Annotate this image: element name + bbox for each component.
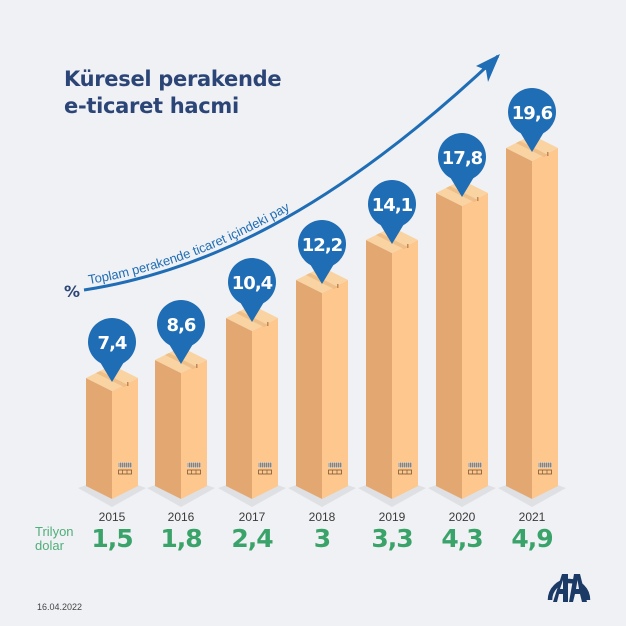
unit-line-2: dolar (35, 538, 64, 553)
year-label: 2016 (167, 510, 195, 524)
value-pin-2019: 14,1 (368, 180, 416, 244)
percent-symbol: % (64, 282, 80, 301)
bar-box-2020 (428, 180, 496, 507)
pin-value: 8,6 (167, 315, 196, 336)
year-label: 2017 (238, 510, 266, 524)
pin-value: 17,8 (442, 148, 483, 169)
year-label: 2019 (378, 510, 406, 524)
volume-value: 2,4 (231, 524, 273, 553)
bar-box-2019 (358, 227, 426, 507)
pin-value: 19,6 (512, 103, 553, 124)
bar-box-2015 (78, 365, 146, 507)
bar-box-2017 (218, 305, 286, 507)
bar-box-2018 (288, 267, 356, 507)
unit-line-1: Trilyon (35, 524, 74, 539)
year-label: 2018 (308, 510, 336, 524)
date-label: 16.04.2022 (37, 602, 83, 612)
volume-value: 1,5 (91, 524, 133, 553)
pin-value: 12,2 (302, 235, 342, 256)
pin-value: 14,1 (372, 195, 413, 216)
year-label: 2015 (98, 510, 126, 524)
volume-value: 1,8 (160, 524, 202, 553)
pin-value: 7,4 (98, 333, 127, 354)
growth-curve: Toplam perakende ticaret içindeki pay % (64, 54, 500, 301)
bar-boxes (78, 135, 566, 507)
value-pin-2015: 7,4 (88, 318, 136, 382)
title-line-1: Küresel perakende (64, 67, 282, 91)
pin-value: 10,4 (232, 273, 273, 294)
value-pin-2021: 19,6 (508, 88, 556, 152)
value-pin-2016: 8,6 (157, 300, 205, 364)
aa-logo-icon (547, 574, 591, 602)
volume-value: 4,9 (511, 524, 553, 553)
volume-value: 3 (313, 524, 331, 553)
volume-value: 4,3 (441, 524, 483, 553)
bar-box-2016 (147, 347, 215, 507)
arrow-head-icon (476, 54, 500, 82)
year-label: 2021 (518, 510, 546, 524)
unit-label: Trilyon dolar (35, 525, 74, 553)
volume-value: 3,3 (371, 524, 413, 553)
chart-title: Küresel perakende e-ticaret hacmi (64, 66, 282, 120)
value-pin-2020: 17,8 (438, 133, 486, 197)
value-pins: 7,4 8,6 10,4 12,2 14,1 17,8 19,6 (88, 88, 556, 382)
year-label: 2020 (448, 510, 476, 524)
bar-box-2021 (498, 135, 566, 507)
value-pin-2017: 10,4 (228, 258, 276, 322)
title-line-2: e-ticaret hacmi (64, 94, 239, 118)
value-pin-2018: 12,2 (298, 220, 346, 284)
